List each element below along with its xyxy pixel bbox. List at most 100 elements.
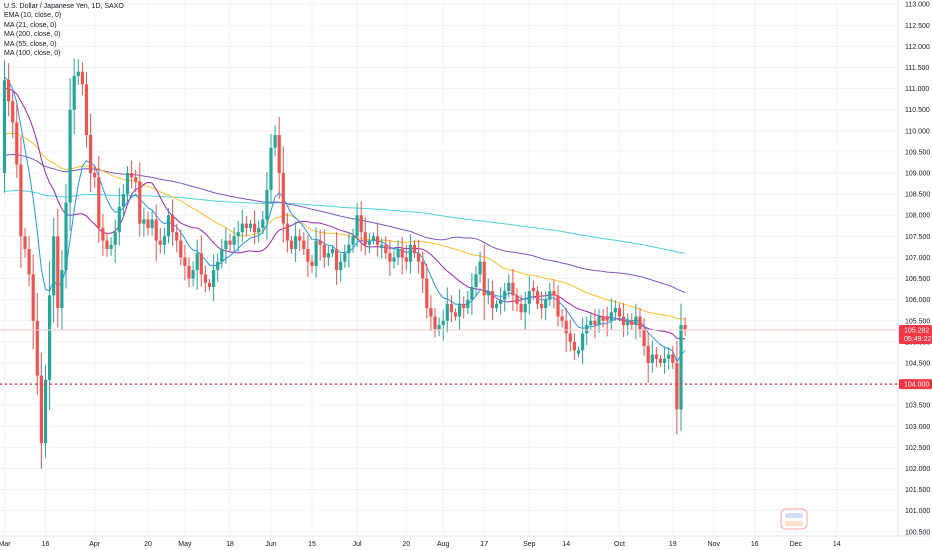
candle-body-up bbox=[499, 299, 503, 304]
candle-body-down bbox=[617, 308, 622, 317]
price-tick-label: 103.000 bbox=[905, 424, 930, 431]
candle-body-down bbox=[27, 249, 31, 275]
candle-body-up bbox=[589, 320, 593, 325]
candle-body-down bbox=[146, 219, 150, 228]
candle-body-down bbox=[23, 236, 27, 250]
candle-body-down bbox=[101, 227, 105, 241]
candle-body-down bbox=[433, 316, 437, 330]
price-tick-label: 111.500 bbox=[905, 65, 929, 72]
candle-body-up bbox=[224, 240, 228, 250]
time-tick-label: 19 bbox=[669, 541, 677, 548]
candle-body-up bbox=[150, 219, 154, 228]
candle-body-down bbox=[134, 177, 138, 182]
candle-body-down bbox=[535, 291, 540, 304]
candle-body-down bbox=[19, 164, 23, 237]
time-tick-label: 14 bbox=[833, 541, 841, 548]
candle-body-up bbox=[408, 244, 412, 262]
candle-body-up bbox=[581, 333, 585, 351]
candle-body-down bbox=[511, 282, 515, 296]
price-tick-label: 108.500 bbox=[905, 192, 930, 199]
time-tick-label: 14 bbox=[562, 541, 570, 548]
candle-body-down bbox=[97, 177, 101, 228]
candle-body-down bbox=[363, 232, 367, 245]
candle-body-down bbox=[277, 135, 281, 174]
candle-body-down bbox=[318, 240, 322, 245]
candle-body-down bbox=[630, 320, 634, 325]
time-tick-label: Mar bbox=[0, 541, 11, 548]
candle-body-down bbox=[306, 249, 310, 262]
candle-body-down bbox=[289, 240, 294, 250]
price-tick-label: 107.000 bbox=[905, 255, 930, 262]
candle-body-up bbox=[248, 223, 253, 228]
candle-body-down bbox=[310, 261, 314, 266]
candle-body-up bbox=[191, 270, 195, 279]
candle-body-down bbox=[322, 244, 326, 258]
candle-body-down bbox=[646, 346, 650, 363]
candle-body-up bbox=[273, 135, 277, 148]
candle-body-up bbox=[466, 299, 470, 309]
candle-body-down bbox=[572, 341, 576, 351]
legend-ema10[interactable]: EMA (10, close, 0) bbox=[4, 12, 62, 20]
candle-body-down bbox=[138, 181, 142, 224]
candle-body-up bbox=[380, 244, 384, 249]
candle-body-down bbox=[564, 320, 568, 334]
tradingview-watermark-logo bbox=[780, 508, 808, 530]
price-tick-label: 104.500 bbox=[905, 360, 930, 367]
candle-body-down bbox=[93, 173, 97, 178]
legend-ma21[interactable]: MA (21, close, 0) bbox=[4, 21, 57, 29]
candle-body-up bbox=[64, 202, 68, 271]
candle-body-up bbox=[367, 240, 371, 245]
candle-body-down bbox=[80, 71, 84, 85]
candle-body-down bbox=[453, 312, 458, 317]
candle-body-down bbox=[15, 122, 19, 165]
price-tick-label: 111.000 bbox=[905, 86, 929, 93]
candle-body-down bbox=[154, 219, 158, 241]
price-tick-label: 106.000 bbox=[905, 297, 930, 304]
price-axis[interactable]: 100.500 101.000 101.500 102.000 102.500 103.0… bbox=[897, 0, 930, 536]
candle-body-up bbox=[458, 303, 462, 317]
legend-ma100[interactable]: MA (100, close, 0) bbox=[4, 50, 61, 58]
candle-body-up bbox=[121, 194, 125, 207]
candle-body-down bbox=[89, 135, 93, 174]
last-price-value: 105.282 bbox=[904, 327, 929, 334]
candle-body-up bbox=[142, 219, 146, 224]
candle-body-down bbox=[11, 101, 15, 123]
countdown-timer: 05:49:22 bbox=[904, 336, 931, 343]
candle-body-down bbox=[359, 215, 363, 233]
candle-body-up bbox=[117, 206, 121, 233]
candle-body-down bbox=[540, 303, 544, 309]
candle-body-down bbox=[179, 240, 183, 258]
price-tick-label: 112.500 bbox=[905, 23, 930, 30]
candle-body-down bbox=[199, 253, 203, 275]
candle-body-down bbox=[593, 320, 597, 325]
candle-body-down bbox=[228, 240, 232, 245]
candle-body-down bbox=[302, 240, 306, 250]
candle-body-up bbox=[166, 215, 171, 237]
candle-body-down bbox=[515, 295, 519, 304]
candle-body-down bbox=[671, 354, 675, 363]
time-tick-label: Apr bbox=[89, 541, 101, 548]
time-tick-label: 16 bbox=[751, 541, 759, 548]
ma200-line bbox=[4, 189, 686, 254]
candle-body-down bbox=[404, 257, 408, 262]
candle-body-up bbox=[52, 236, 56, 296]
candle-body-down bbox=[601, 316, 605, 321]
candle-body-up bbox=[314, 240, 318, 266]
candle-body-down bbox=[400, 249, 404, 258]
legend-ma55[interactable]: MA (55, close, 0) bbox=[4, 40, 57, 48]
candle-body-up bbox=[236, 232, 240, 237]
candle-body-up bbox=[109, 244, 113, 250]
price-tick-label: 110.000 bbox=[905, 128, 930, 135]
time-tick-label: 16 bbox=[42, 541, 50, 548]
price-tick-label: 103.500 bbox=[905, 403, 930, 410]
indicator-legend[interactable]: U.S. Dollar / Japanese Yen, 1D, SAXO EMA… bbox=[4, 2, 124, 58]
candle-body-up bbox=[371, 236, 376, 241]
candle-body-up bbox=[294, 236, 298, 250]
candle-body-up bbox=[68, 109, 72, 203]
time-axis[interactable]: Mar 16 Apr 20 May 18 Jun 15 Jul 20 Aug 17 Sep 14 Oct 19… bbox=[0, 535, 932, 548]
time-tick-label: Jul bbox=[353, 541, 362, 548]
legend-ma200[interactable]: MA (200, close, 0) bbox=[4, 31, 61, 39]
candle-body-up bbox=[162, 236, 166, 245]
candle-body-up bbox=[576, 350, 581, 354]
